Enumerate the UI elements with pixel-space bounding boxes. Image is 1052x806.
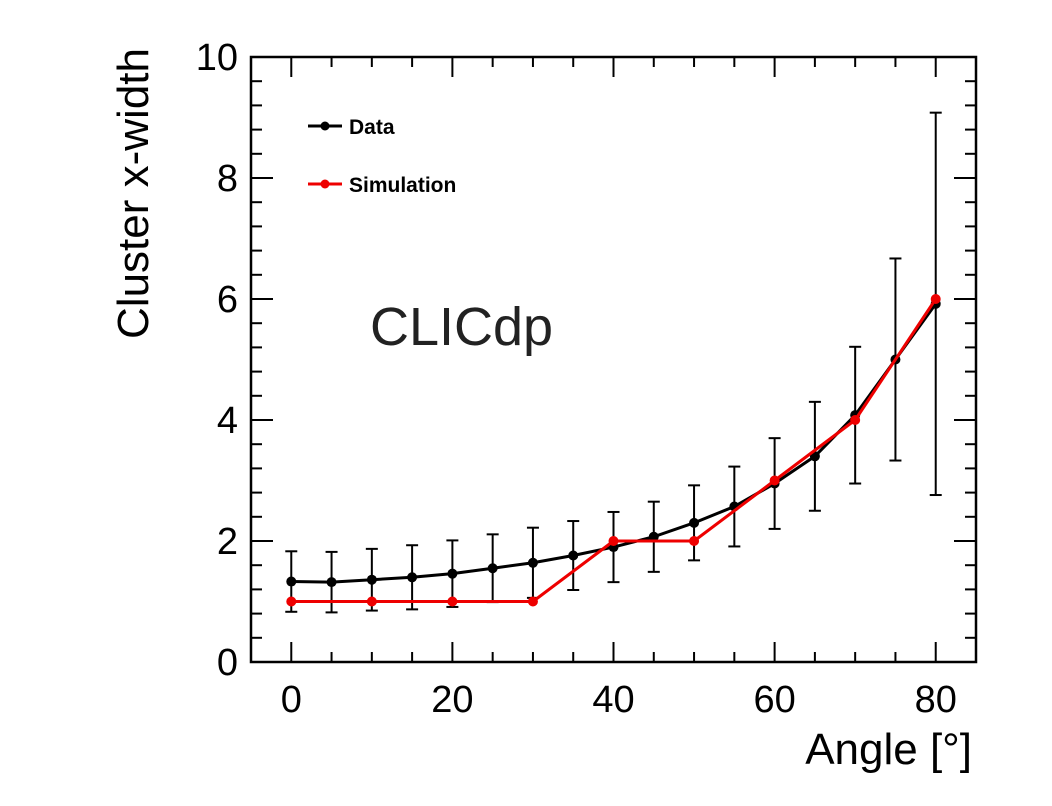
y-tick-label: 6	[217, 279, 238, 321]
y-tick-label: 4	[217, 400, 238, 442]
point-data	[326, 577, 337, 588]
ticklabels-layer: 0 20 40 60 80 0 2 4 6 8 10	[196, 37, 957, 721]
point-simulation	[447, 596, 458, 607]
y-tick-label: 0	[217, 642, 238, 684]
point-data	[286, 576, 297, 587]
point-simulation	[769, 475, 780, 486]
point-data	[527, 557, 538, 568]
point-simulation	[930, 294, 941, 304]
point-data	[648, 531, 659, 542]
legend: Data Simulation	[308, 116, 456, 197]
point-data	[447, 568, 458, 579]
x-tick-label: 40	[592, 679, 634, 721]
point-simulation	[286, 596, 297, 607]
point-simulation	[366, 596, 377, 607]
plot-frame	[249, 55, 978, 664]
x-tick-label: 0	[281, 679, 302, 721]
legend-label-simulation: Simulation	[349, 174, 456, 197]
point-data	[366, 574, 377, 585]
x-tick-label: 60	[753, 679, 795, 721]
point-simulation	[850, 415, 861, 425]
x-axis-title: Angle [°]	[805, 725, 972, 774]
y-tick-label: 10	[196, 37, 238, 79]
y-tick-label: 2	[217, 521, 238, 563]
series-layer	[286, 294, 941, 607]
x-tick-label: 80	[915, 679, 957, 721]
point-data	[689, 517, 700, 528]
errorbars-layer	[285, 111, 942, 614]
y-axis-title: Cluster x-width	[109, 48, 158, 339]
y-tick-label: 8	[217, 158, 238, 200]
legend-label-data: Data	[349, 116, 395, 139]
point-simulation	[527, 596, 538, 607]
legend-marker-simulation	[320, 179, 330, 189]
watermark-label: CLICdp	[370, 297, 553, 357]
point-data	[487, 563, 498, 574]
point-simulation	[608, 536, 619, 546]
point-data	[568, 550, 579, 561]
x-tick-label: 20	[431, 679, 473, 721]
legend-marker-data	[320, 121, 330, 131]
point-data	[407, 572, 418, 583]
point-simulation	[689, 536, 700, 546]
